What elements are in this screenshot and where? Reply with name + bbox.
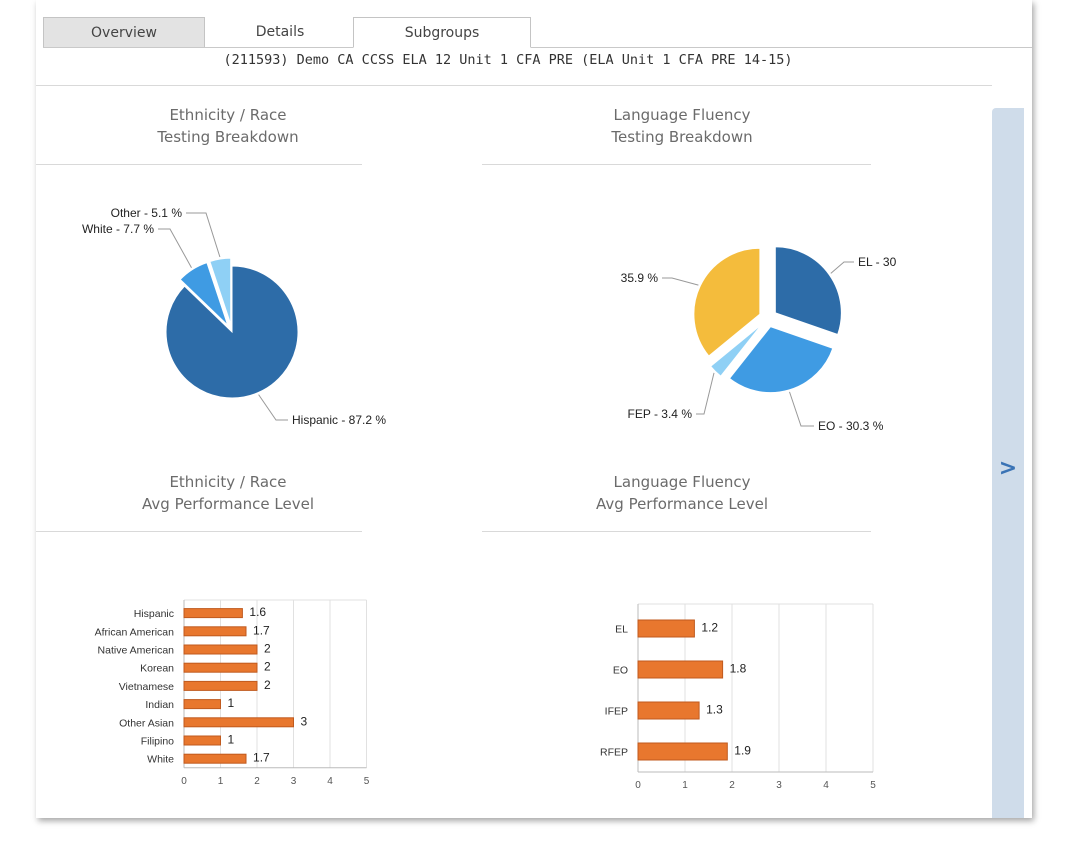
pie-label: Other - 5.1 % <box>111 206 183 220</box>
category-label: Indian <box>145 699 174 711</box>
pie-slice <box>709 324 763 377</box>
x-tick-label: 3 <box>291 776 297 787</box>
x-tick-label: 5 <box>870 780 876 791</box>
category-label: Korean <box>140 663 174 675</box>
bar-value-label: 1.7 <box>253 751 270 765</box>
pie-label: Hispanic - 87.2 % <box>292 413 386 427</box>
category-label: EL <box>615 624 628 636</box>
subgroups-panel: Overview Details Subgroups (211593) Demo… <box>36 0 1032 818</box>
bar-value-label: 1.3 <box>706 703 723 717</box>
assessment-title: (211593) Demo CA CCSS ELA 12 Unit 1 CFA … <box>223 52 793 68</box>
bar <box>637 619 695 638</box>
category-label: Hispanic <box>134 608 174 620</box>
chart-divider <box>36 164 362 165</box>
category-label: Other Asian <box>119 717 174 729</box>
bar-value-label: 2 <box>264 642 271 656</box>
bar-value-label: 1 <box>228 696 235 710</box>
chevron-right-icon[interactable]: > <box>998 456 1018 481</box>
bar <box>183 753 247 764</box>
pie-slice <box>728 326 834 394</box>
category-label: White <box>147 754 174 766</box>
bar <box>183 680 258 691</box>
tab-overview[interactable]: Overview <box>43 17 205 47</box>
ethnicity-bar-chart[interactable]: 0 1 2 3 4 5 Hispanic 1.6 African American 1.7 Nati… <box>36 590 436 800</box>
category-label: Filipino <box>141 736 174 748</box>
header-divider <box>36 85 992 86</box>
pie-label: FEP - 3.4 % <box>628 407 693 421</box>
x-tick-label: 3 <box>776 780 782 791</box>
bar-value-label: 1.6 <box>249 605 266 619</box>
bar <box>183 699 221 710</box>
bar <box>183 644 258 655</box>
pie-label: EO - 30.3 % <box>818 419 884 433</box>
x-tick-label: 1 <box>682 780 688 791</box>
pie-label: EL - 30.3 % <box>858 255 896 269</box>
pie-connector <box>662 277 699 286</box>
x-tick-label: 4 <box>327 776 333 787</box>
bar <box>183 608 243 619</box>
fluency-pie-chart[interactable]: EL - 30.3 % EO - 30.3 % FEP - 3.4 % 35.9 % <box>476 170 896 450</box>
next-panel-button[interactable] <box>992 108 1024 818</box>
bar-value-label: 2 <box>264 660 271 674</box>
pie-slice <box>693 247 761 357</box>
x-tick-label: 2 <box>729 780 735 791</box>
tab-bar: Overview Details Subgroups <box>43 17 1032 48</box>
category-label: IFEP <box>605 706 628 718</box>
pie-connector <box>158 228 192 268</box>
bar-value-label: 1.7 <box>253 623 270 637</box>
ethnicity-performance-title: Ethnicity / Race Avg Performance Level <box>142 473 314 513</box>
pie-connector <box>789 391 814 427</box>
pie-slice <box>774 246 842 336</box>
x-tick-label: 4 <box>823 780 829 791</box>
bar-value-label: 3 <box>301 714 308 728</box>
bar <box>637 701 700 720</box>
ethnicity-breakdown-title: Ethnicity / Race Testing Breakdown <box>157 106 299 146</box>
bar-value-label: 1.2 <box>701 621 718 635</box>
fluency-breakdown-title: Language Fluency Testing Breakdown <box>611 106 753 146</box>
pie-label: 35.9 % <box>621 271 659 285</box>
category-label: RFEP <box>600 747 628 759</box>
fluency-performance-title: Language Fluency Avg Performance Level <box>596 473 768 513</box>
pie-connector <box>258 394 288 421</box>
bar <box>637 660 724 679</box>
x-tick-label: 5 <box>364 776 370 787</box>
chart-divider <box>482 531 871 532</box>
bar-value-label: 1 <box>228 733 235 747</box>
bar <box>183 717 294 728</box>
x-tick-label: 0 <box>635 780 641 791</box>
pie-label: White - 7.7 % <box>82 222 154 236</box>
x-tick-label: 0 <box>181 776 187 787</box>
bar <box>183 626 247 637</box>
pie-slice <box>165 265 299 399</box>
pie-slice <box>179 261 229 326</box>
x-tick-label: 1 <box>218 776 224 787</box>
tab-subgroups[interactable]: Subgroups <box>353 17 531 48</box>
ethnicity-pie-chart[interactable]: Hispanic - 87.2 % White - 7.7 % Other - 5.… <box>36 170 456 450</box>
category-label: African American <box>95 626 175 638</box>
chart-divider <box>482 164 871 165</box>
pie-connector <box>830 261 854 274</box>
pie-connector <box>186 212 221 258</box>
bar-value-label: 2 <box>264 678 271 692</box>
bar-value-label: 1.8 <box>730 662 747 676</box>
pie-slice <box>209 257 232 325</box>
tab-details[interactable]: Details <box>255 24 305 40</box>
bar <box>637 742 728 761</box>
x-tick-label: 2 <box>254 776 260 787</box>
category-label: Vietnamese <box>119 681 174 693</box>
category-label: Native American <box>98 645 175 657</box>
chart-divider <box>36 531 362 532</box>
bar <box>183 662 258 673</box>
bar <box>183 735 221 746</box>
bar-value-label: 1.9 <box>734 744 751 758</box>
category-label: EO <box>613 665 628 677</box>
fluency-bar-chart[interactable]: 0 1 2 3 4 5 EL 1.2 EO 1.8 IFEP 1.3 RFEP 1.9 <box>556 590 956 800</box>
pie-connector <box>696 372 715 415</box>
